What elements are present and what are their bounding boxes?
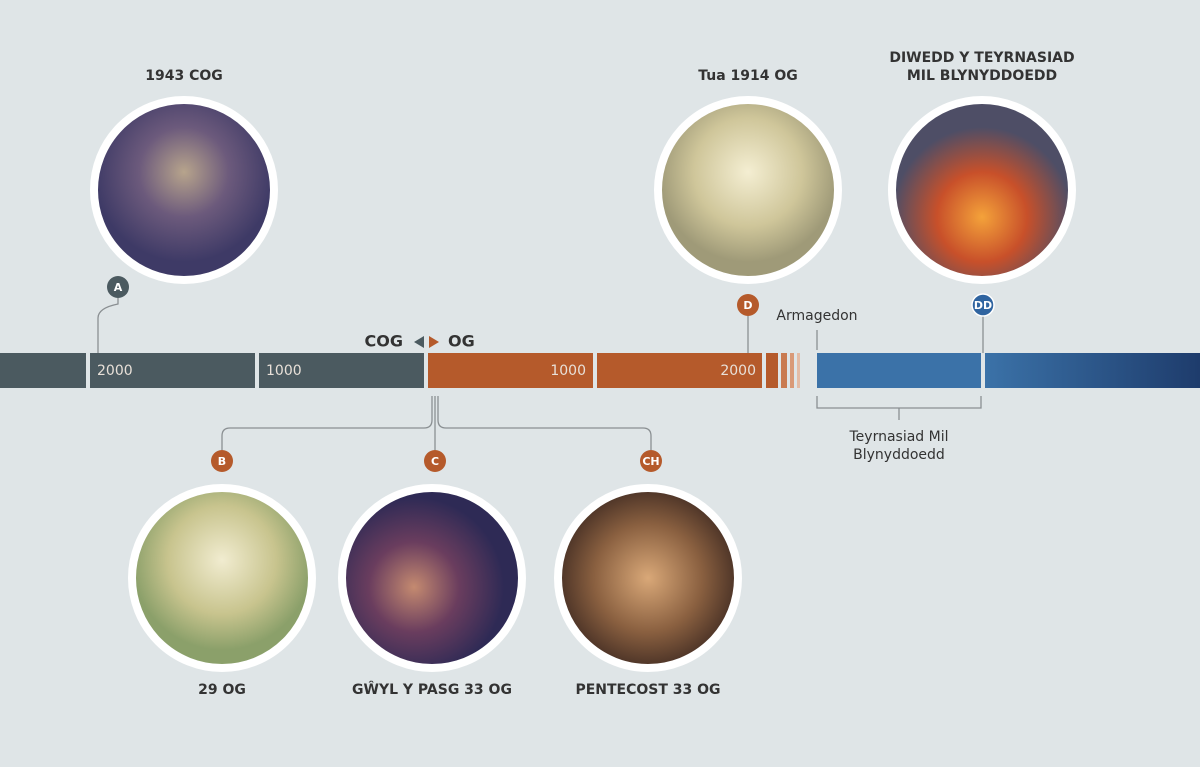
event-label: GŴYL Y PASG 33 OG bbox=[352, 680, 512, 698]
connector bbox=[97, 298, 119, 353]
marker bbox=[737, 294, 759, 316]
marker bbox=[107, 276, 129, 298]
era-after: OG bbox=[448, 332, 475, 351]
marker bbox=[971, 293, 995, 317]
marker-label: C bbox=[431, 455, 439, 468]
armageddon-label: Armagedon bbox=[776, 308, 857, 324]
event-label: DIWEDD Y TEYRNASIAD bbox=[889, 50, 1074, 66]
bar-label: 2000 bbox=[97, 363, 133, 379]
marker-label: B bbox=[218, 455, 226, 468]
bar-label: 1000 bbox=[550, 363, 586, 379]
picture bbox=[338, 484, 526, 672]
marker bbox=[211, 450, 233, 472]
picture bbox=[90, 96, 278, 284]
arrow-left bbox=[414, 336, 424, 348]
timeline-bar bbox=[0, 353, 1200, 388]
arrow-right bbox=[429, 336, 439, 348]
bar-label: 2000 bbox=[720, 363, 756, 379]
picture bbox=[888, 96, 1076, 284]
marker-label: A bbox=[114, 281, 123, 294]
marker bbox=[640, 450, 662, 472]
reign-label: Teyrnasiad Mil bbox=[849, 429, 949, 445]
event-label: 29 OG bbox=[198, 682, 246, 698]
marker-label: D bbox=[743, 299, 752, 312]
reign-label: Blynyddoedd bbox=[853, 447, 945, 463]
connector bbox=[437, 396, 652, 450]
event-label: 1943 COG bbox=[145, 68, 223, 84]
marker-label: CH bbox=[642, 455, 659, 468]
event-label: Tua 1914 OG bbox=[698, 68, 798, 84]
marker-label: DD bbox=[974, 299, 992, 312]
picture bbox=[654, 96, 842, 284]
bracket bbox=[816, 396, 982, 420]
event-label: PENTECOST 33 OG bbox=[575, 682, 720, 698]
picture bbox=[128, 484, 316, 672]
picture bbox=[554, 484, 742, 672]
era-before: COG bbox=[365, 332, 403, 351]
marker bbox=[424, 450, 446, 472]
connector bbox=[221, 396, 433, 450]
event-label: MIL BLYNYDDOEDD bbox=[907, 68, 1057, 84]
bar-label: 1000 bbox=[266, 363, 302, 379]
